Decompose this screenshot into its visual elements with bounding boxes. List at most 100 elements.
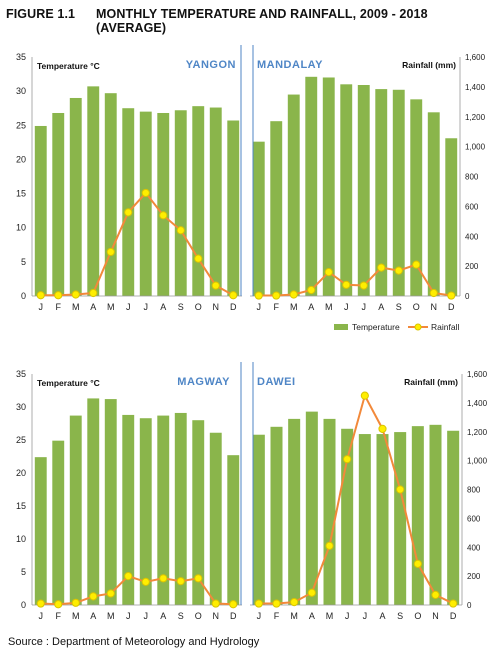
temperature-bar — [209, 107, 222, 296]
rainfall-point — [141, 577, 150, 587]
temperature-bar — [252, 434, 265, 605]
y-tick-left: 0 — [21, 600, 26, 610]
rainfall-point — [359, 281, 368, 290]
x-tick-label: J — [39, 302, 44, 312]
temperature-bar — [252, 141, 265, 296]
y-tick-left: 10 — [16, 223, 26, 233]
y-tick-left: 5 — [21, 257, 26, 267]
temperature-bar — [174, 110, 187, 297]
source-note: Source : Department of Meteorology and H… — [8, 636, 260, 648]
x-tick-label: A — [378, 302, 384, 312]
y-tick-left: 35 — [16, 52, 26, 62]
x-tick-label: N — [432, 611, 439, 621]
temperature-bar — [288, 418, 301, 605]
x-tick-label: A — [308, 302, 314, 312]
rainfall-point — [254, 291, 263, 300]
legend-rainfall-marker — [414, 323, 422, 331]
x-tick-label: M — [290, 611, 298, 621]
x-tick-label: S — [178, 302, 184, 312]
rainfall-point — [211, 281, 220, 290]
rainfall-point — [89, 288, 98, 298]
x-tick-label: A — [309, 611, 315, 621]
rainfall-point — [159, 574, 168, 583]
temperature-bar — [104, 93, 117, 296]
temperature-bar — [209, 432, 222, 605]
temperature-bar — [227, 120, 240, 297]
x-tick-label: J — [144, 302, 149, 312]
rainfall-point — [176, 577, 185, 586]
y-tick-right: 600 — [467, 514, 481, 523]
rainfall-point — [289, 290, 298, 299]
rainfall-point — [377, 263, 386, 272]
x-tick-label: J — [39, 611, 44, 621]
rainfall-point — [229, 291, 238, 300]
rainfall-point — [106, 247, 115, 257]
temperature-bar — [87, 86, 100, 296]
y-tick-right: 1,200 — [465, 113, 486, 122]
y-tick-left: 10 — [16, 534, 26, 544]
x-tick-label: O — [413, 302, 420, 312]
x-tick-label: O — [195, 302, 202, 312]
temperature-bar — [340, 84, 353, 296]
y-tick-left: 25 — [16, 120, 26, 130]
rainfall-point — [325, 541, 334, 550]
rainfall-point — [71, 598, 80, 607]
temperature-bar — [323, 418, 336, 605]
rainfall-point — [307, 588, 316, 597]
y-axis-label-left: Temperature °C — [37, 61, 100, 71]
y-tick-right: 1,600 — [465, 53, 486, 62]
y-tick-right: 0 — [465, 292, 470, 301]
temperature-bar — [287, 94, 300, 296]
rainfall-point — [307, 285, 316, 295]
y-tick-right: 800 — [465, 173, 479, 182]
rainfall-point — [106, 589, 115, 598]
x-tick-label: A — [160, 302, 166, 312]
temperature-bar — [87, 398, 100, 605]
rainfall-line — [258, 392, 454, 605]
rainfall-point — [229, 600, 238, 609]
rainfall-point — [412, 260, 421, 269]
y-tick-left: 0 — [21, 291, 26, 301]
temperature-bar — [447, 430, 460, 605]
x-tick-label: S — [397, 611, 403, 621]
rainfall-point — [159, 211, 168, 220]
rainfall-point — [254, 599, 263, 608]
temperature-bar — [139, 111, 152, 296]
x-tick-label: M — [107, 302, 115, 312]
legend-temperature-label: Temperature — [352, 322, 400, 332]
city-title: MAGWAY — [177, 376, 230, 388]
x-tick-label: F — [274, 302, 280, 312]
temperature-bar — [270, 121, 283, 296]
rainfall-line — [40, 191, 234, 297]
x-tick-label: A — [90, 302, 96, 312]
legend-temperature-swatch — [334, 324, 348, 330]
y-tick-right: 600 — [465, 202, 479, 211]
legend-rainfall-label: Rainfall — [431, 322, 459, 332]
y-axis-label-left: Temperature °C — [37, 378, 100, 388]
temperature-bar — [375, 89, 388, 296]
x-tick-label: N — [213, 302, 220, 312]
y-tick-left: 5 — [21, 567, 26, 577]
y-tick-right: 1,000 — [467, 457, 488, 466]
x-tick-label: J — [344, 302, 349, 312]
figure-title-text: MONTHLY TEMPERATURE AND RAINFALL, 2009 -… — [96, 7, 428, 35]
temperature-bar — [34, 125, 47, 297]
x-tick-label: M — [326, 611, 334, 621]
x-tick-label: D — [230, 302, 237, 312]
rainfall-line — [40, 574, 234, 606]
y-tick-right: 1,200 — [467, 428, 488, 437]
y-tick-left: 30 — [16, 86, 26, 96]
x-tick-label: D — [230, 611, 237, 621]
x-tick-label: M — [72, 302, 80, 312]
temperature-bar — [69, 97, 82, 296]
temperature-bar — [157, 415, 170, 605]
y-tick-left: 30 — [16, 402, 26, 412]
x-tick-label: A — [379, 611, 385, 621]
x-tick-label: F — [56, 302, 62, 312]
temperature-bar — [227, 455, 240, 605]
x-tick-label: J — [345, 611, 350, 621]
temperature-bar — [192, 420, 205, 605]
rainfall-point — [89, 592, 98, 601]
